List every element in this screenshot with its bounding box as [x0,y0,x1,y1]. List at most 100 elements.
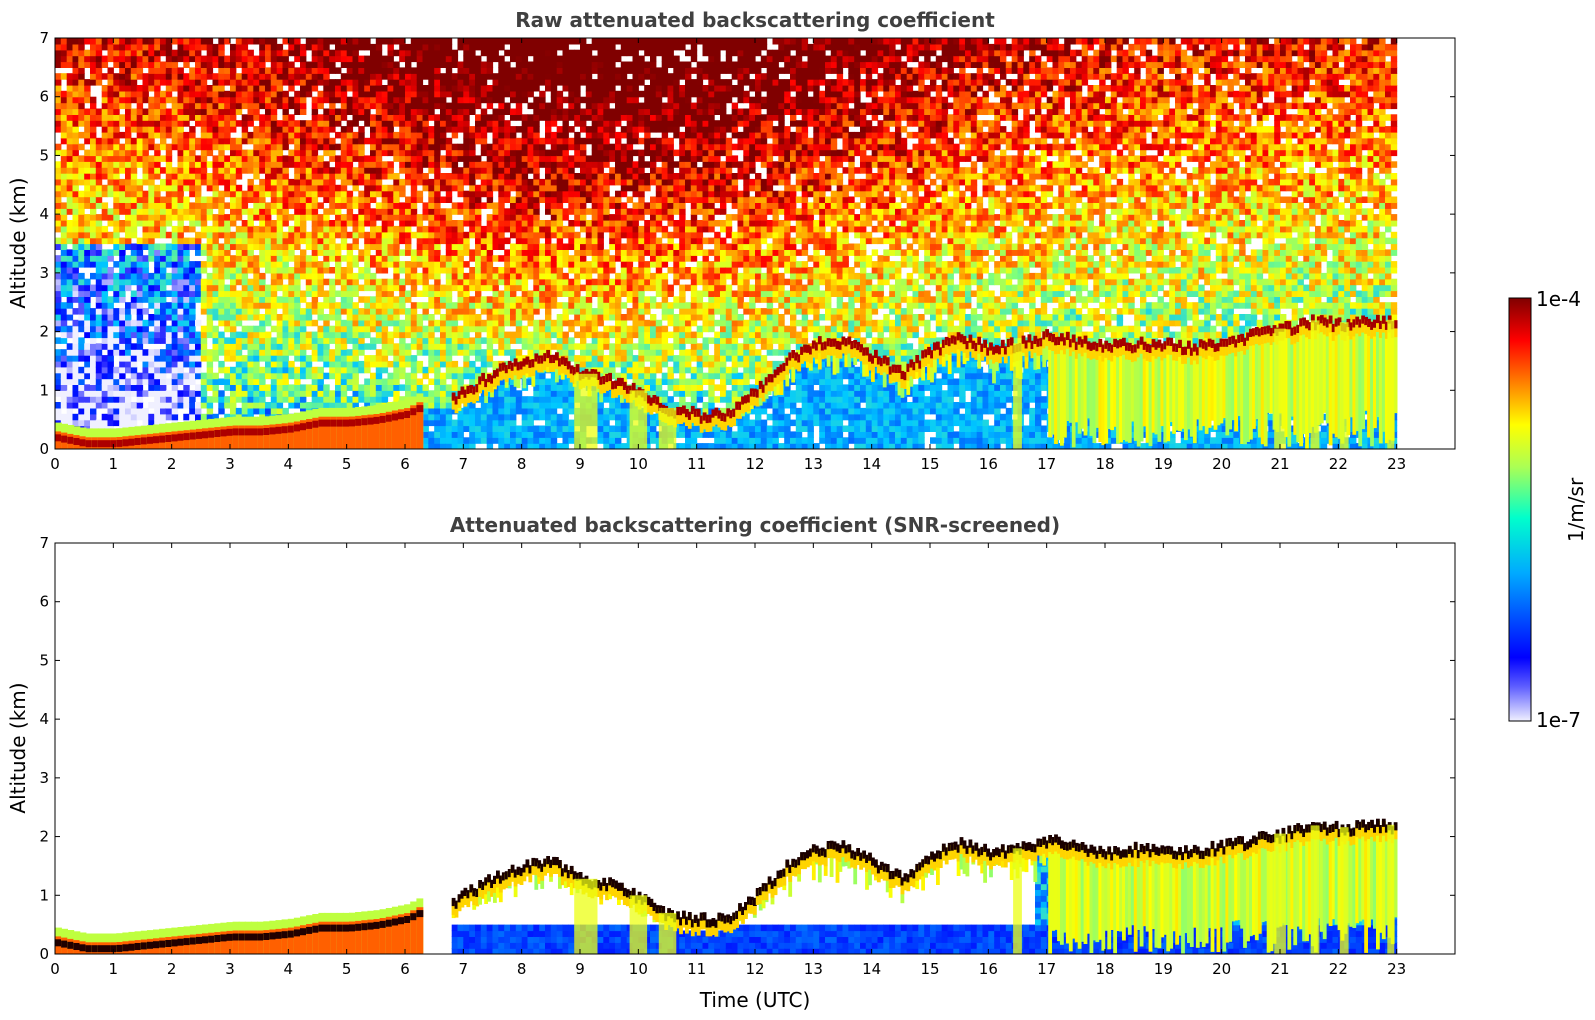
axes-screened: 0 1 2 3 4 5 6 7 8 9 10 11 12 13 14 15 16 17 18 19 20 21 22 2301… [39,534,1455,978]
precipitation-shaft [1274,328,1286,449]
x-tick-label: 16 [979,455,998,473]
y-tick-label: 7 [39,534,49,552]
y-tick-label: 5 [39,146,49,164]
x-tick-label: 1 [109,960,119,978]
colorbar-max-label: 1e-4 [1536,287,1581,311]
heatmap-screened [55,818,1398,954]
precipitation-shaft [658,912,677,954]
y-axis-label-screened: Altitude (km) [6,682,30,813]
x-tick-label: 8 [517,960,527,978]
panel-screened: Attenuated backscattering coefficient (S… [6,513,1456,1012]
precipitation-shaft [574,878,598,954]
x-tick-label: 6 [400,960,410,978]
y-tick-label: 6 [39,88,49,106]
panel-raw: Raw attenuated backscattering coefficien… [6,8,1456,473]
x-tick-label: 8 [517,455,527,473]
x-tick-label: 10 [629,960,648,978]
x-tick-label: 10 [629,455,648,473]
cloud-layer [451,818,1398,954]
x-tick-label: 19 [1154,455,1173,473]
colorbar: 1e-4 1e-7 1/m/sr [1508,287,1588,732]
x-tick-label: 6 [400,455,410,473]
colorbar-unit-label: 1/m/sr [1564,477,1588,542]
colorbar-gradient [1508,297,1532,722]
precipitation-shaft [1310,320,1320,449]
y-tick-label: 4 [39,710,49,728]
x-tick-label: 13 [804,960,823,978]
boundary-layer [55,393,424,449]
y-tick-label: 3 [39,264,49,282]
x-tick-label: 23 [1387,960,1406,978]
x-tick-label: 12 [745,960,764,978]
precipitation-shaft [1013,343,1022,449]
y-tick-label: 5 [39,651,49,669]
x-tick-label: 21 [1270,455,1289,473]
y-tick-label: 4 [39,205,49,223]
x-tick-label: 17 [1037,960,1056,978]
y-tick-label: 0 [39,945,49,963]
x-tick-label: 9 [575,455,585,473]
y-tick-label: 2 [39,323,49,341]
x-tick-label: 15 [920,455,939,473]
x-tick-label: 19 [1154,960,1173,978]
x-tick-label: 7 [459,455,469,473]
precipitation-shaft [1387,319,1395,449]
x-tick-label: 0 [50,455,60,473]
x-tick-label: 20 [1212,960,1231,978]
x-tick-label: 5 [342,960,352,978]
y-tick-label: 6 [39,593,49,611]
panel-raw-title: Raw attenuated backscattering coefficien… [515,8,995,32]
x-tick-label: 13 [804,455,823,473]
x-tick-label: 9 [575,960,585,978]
panel-screened-title: Attenuated backscattering coefficient (S… [450,513,1060,537]
boundary-layer [55,898,424,954]
heatmap-raw [55,38,1398,449]
y-tick-label: 3 [39,769,49,787]
precipitation-shaft [1310,825,1320,954]
x-tick-label: 5 [342,455,352,473]
precipitation-shaft [1339,827,1349,954]
x-tick-label: 1 [109,455,119,473]
x-tick-label: 2 [167,455,177,473]
x-tick-label: 17 [1037,455,1056,473]
x-tick-label: 16 [979,960,998,978]
x-tick-label: 18 [1095,455,1114,473]
x-tick-label: 20 [1212,455,1231,473]
y-tick-label: 1 [39,886,49,904]
x-tick-label: 23 [1387,455,1406,473]
y-axis-label-raw: Altitude (km) [6,177,30,308]
precipitation-shaft [658,407,677,449]
x-tick-label: 14 [862,455,881,473]
colorbar-min-label: 1e-7 [1536,708,1581,732]
x-tick-label: 3 [225,455,235,473]
x-tick-label: 11 [687,960,706,978]
cloud-layer [451,314,1398,449]
x-axis-label: Time (UTC) [699,988,811,1012]
x-tick-label: 18 [1095,960,1114,978]
x-tick-label: 7 [459,960,469,978]
y-tick-label: 0 [39,440,49,458]
x-tick-label: 4 [284,455,294,473]
x-tick-label: 22 [1329,960,1348,978]
x-tick-label: 12 [745,455,764,473]
x-tick-label: 4 [284,960,294,978]
y-tick-label: 1 [39,381,49,399]
x-tick-label: 2 [167,960,177,978]
x-tick-label: 21 [1270,960,1289,978]
precipitation-shaft [574,373,598,449]
x-tick-label: 14 [862,960,881,978]
x-tick-label: 0 [50,960,60,978]
precipitation-shaft [1387,824,1395,954]
precipitation-shaft [1274,833,1286,954]
precipitation-shaft [629,390,648,449]
x-tick-label: 22 [1329,455,1348,473]
precipitation-shaft [1339,322,1349,449]
y-tick-label: 2 [39,828,49,846]
y-tick-label: 7 [39,29,49,47]
precipitation-shaft [629,895,648,954]
precipitation-shaft [1013,848,1022,954]
axes-raw: 0 1 2 3 4 5 6 7 8 9 10 11 12 13 14 15 16 17 18 19 20 21 22 2301… [39,29,1455,473]
x-tick-label: 11 [687,455,706,473]
x-tick-label: 15 [920,960,939,978]
